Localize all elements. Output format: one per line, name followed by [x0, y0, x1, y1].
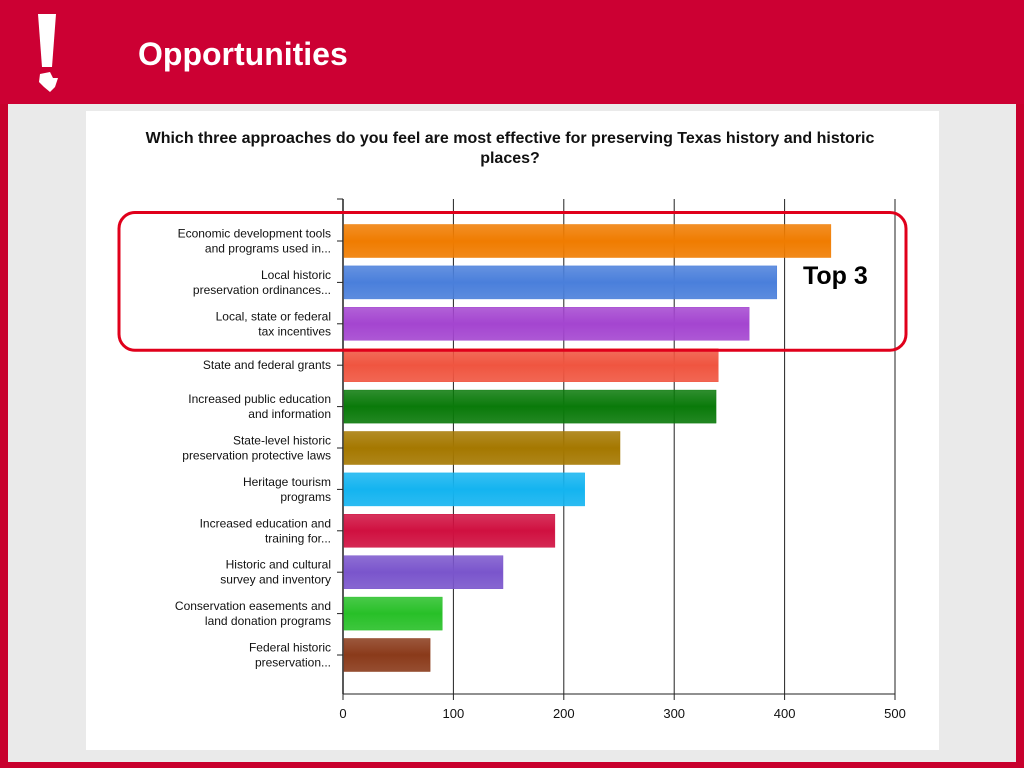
top3-highlight-box — [117, 211, 908, 352]
category-label: Increased public education — [188, 392, 331, 406]
category-label: Heritage tourism — [243, 475, 331, 489]
category-label: preservation protective laws — [182, 449, 331, 463]
bar — [343, 389, 717, 424]
category-label: Conservation easements and — [175, 599, 331, 613]
x-tick-label: 200 — [553, 706, 575, 721]
category-label: Federal historic — [249, 641, 331, 655]
category-label: preservation ordinances... — [193, 283, 331, 297]
bar — [343, 307, 750, 341]
category-label: preservation... — [255, 656, 331, 670]
x-tick-label: 400 — [774, 706, 796, 721]
chart-panel — [86, 111, 939, 750]
category-label: Local historic — [261, 268, 331, 282]
category-label: Local, state or federal — [216, 309, 331, 323]
category-label: Economic development tools — [178, 227, 331, 241]
category-label: Historic and cultural — [226, 558, 331, 572]
category-label: tax incentives — [258, 324, 331, 338]
category-label: State-level historic — [233, 434, 331, 448]
chart-title: Which three approaches do you feel are m… — [145, 130, 875, 167]
x-tick-label: 100 — [443, 706, 465, 721]
slide-title: Opportunities — [138, 36, 348, 72]
x-tick-label: 300 — [663, 706, 685, 721]
category-label: Increased education and — [200, 516, 331, 530]
bar — [343, 472, 585, 507]
bar — [343, 555, 504, 589]
bar — [343, 224, 832, 258]
category-label: survey and inventory — [220, 573, 331, 587]
bar — [343, 348, 719, 382]
category-label: land donation programs — [205, 614, 331, 628]
category-label: programs — [280, 490, 331, 504]
bar — [343, 638, 431, 672]
bar — [343, 596, 443, 631]
x-tick-label: 0 — [339, 706, 346, 721]
exclamation-texas-logo-icon — [38, 14, 58, 92]
bar — [343, 514, 556, 548]
top3-annotation-label: Top 3 — [803, 262, 868, 290]
category-label: State and federal grants — [203, 358, 331, 372]
bar — [343, 265, 778, 300]
category-label: and programs used in... — [205, 242, 331, 256]
x-tick-label: 500 — [884, 706, 906, 721]
category-label: and information — [248, 407, 331, 421]
bar — [343, 431, 621, 465]
slide-header: Opportunities — [0, 0, 1024, 104]
category-label: training for... — [265, 531, 331, 545]
